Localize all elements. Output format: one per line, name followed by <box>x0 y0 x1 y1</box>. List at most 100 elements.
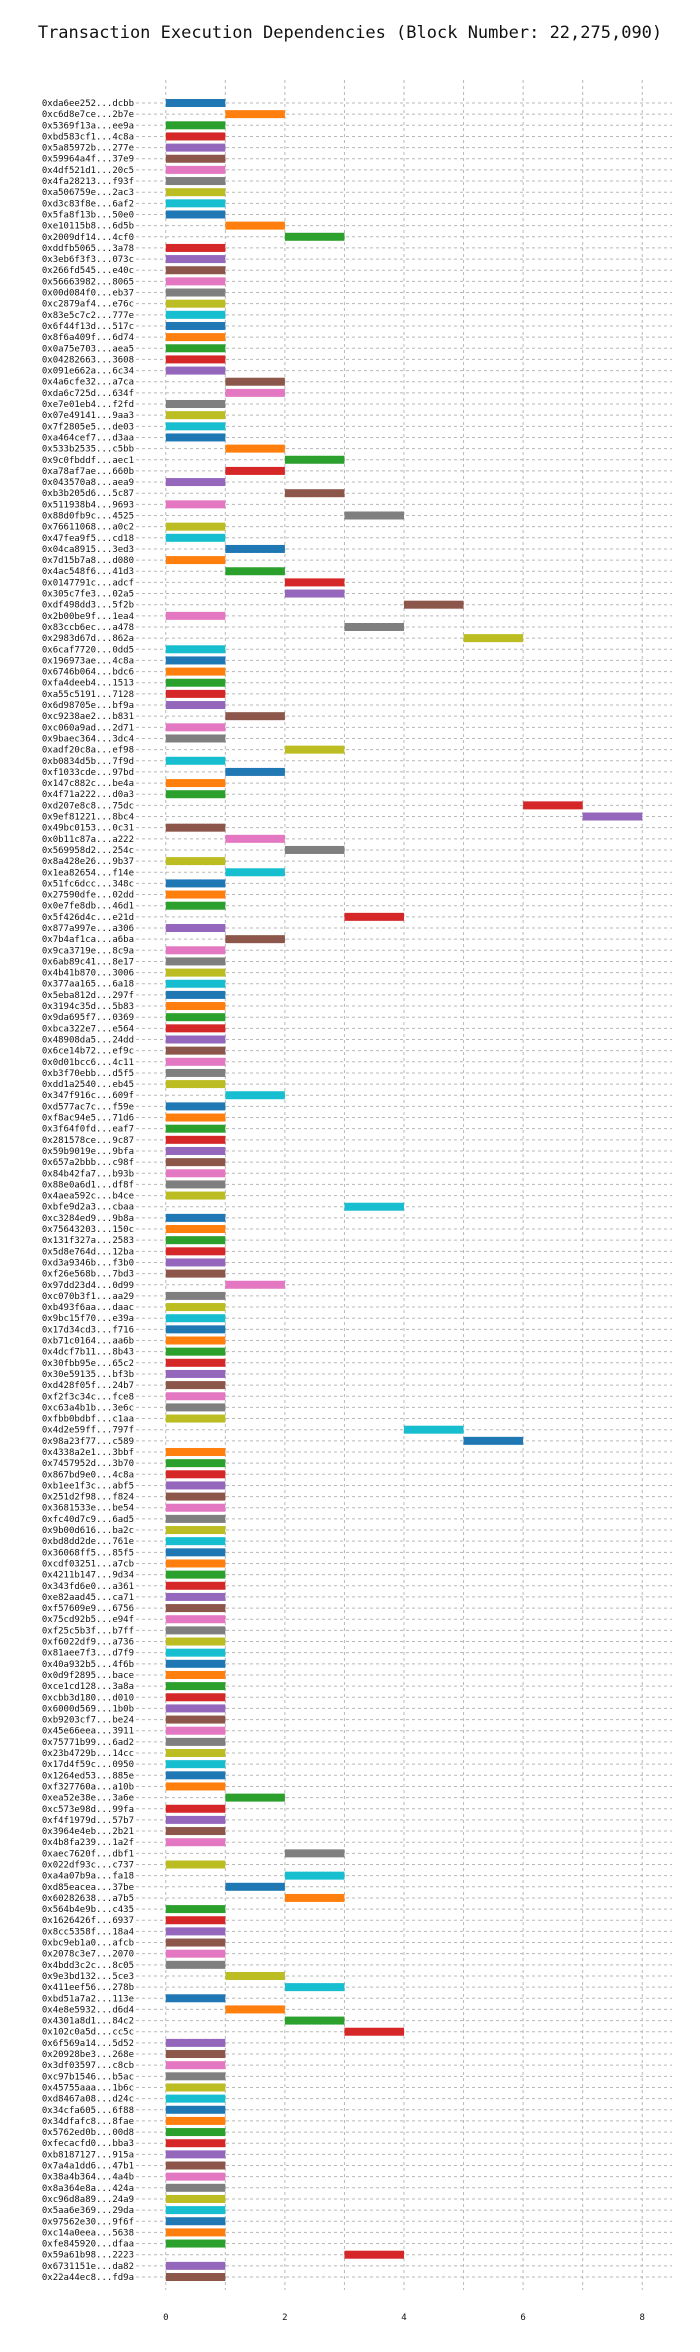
transaction-bar <box>225 388 285 397</box>
y-tick-label: 0x17d4f59c...0950 <box>42 1760 134 1770</box>
y-tick-label: 0x6746b064...bdc6 <box>42 668 134 678</box>
transaction-bar <box>463 634 524 643</box>
y-tick-label: 0x04282663...3608 <box>42 355 134 365</box>
y-tick-label: 0x76611068...a0c2 <box>42 523 134 533</box>
transaction-bar <box>165 400 226 409</box>
transaction-bar <box>344 511 404 520</box>
y-tick-label: 0x7d15b7a8...d080 <box>42 556 134 566</box>
y-tick-label: 0x56663982...8065 <box>42 277 134 287</box>
y-tick-label: 0x17d34cd3...f716 <box>42 1325 134 1335</box>
transaction-bar <box>225 834 285 843</box>
transaction-bar <box>165 1080 226 1089</box>
transaction-bar <box>165 288 226 297</box>
y-tick-label: 0x34cfa605...6f88 <box>42 2106 134 2116</box>
transaction-bar <box>165 1827 226 1836</box>
transaction-bar <box>165 2072 226 2081</box>
y-tick-label: 0x2078c3e7...2070 <box>42 1950 134 1960</box>
y-tick-label: 0xcbb3d180...d010 <box>42 1693 134 1703</box>
transaction-bar <box>225 377 285 386</box>
transaction-bar <box>165 199 226 208</box>
transaction-bar <box>165 188 226 197</box>
y-tick-label: 0xbca322e7...e564 <box>42 1024 134 1034</box>
transaction-bar <box>225 466 285 475</box>
transaction-bar <box>165 2061 226 2070</box>
y-tick-label: 0x45755aaa...1b6c <box>42 2083 134 2093</box>
transaction-bar <box>523 801 583 810</box>
y-tick-label: 0xbd51a7a2...113e <box>42 1994 134 2004</box>
transaction-bar <box>284 1893 345 1902</box>
y-tick-label: 0x4df521d1...20c5 <box>42 166 134 176</box>
transaction-bar <box>165 1369 226 1378</box>
transaction-bar <box>404 600 464 609</box>
y-tick-label: 0xb3b205d6...5c87 <box>42 489 134 499</box>
transaction-bar <box>165 701 226 710</box>
transaction-bar <box>225 712 285 721</box>
y-tick-label: 0xea52e38e...3a6e <box>42 1794 134 1804</box>
y-tick-label: 0x1626426f...6937 <box>42 1916 134 1926</box>
y-tick-label: 0x6731151e...da82 <box>42 2262 134 2272</box>
transaction-bar <box>284 455 345 464</box>
y-tick-label: 0x9b00d616...ba2c <box>42 1526 134 1536</box>
transaction-bar <box>165 1927 226 1936</box>
transaction-bar <box>284 232 345 241</box>
y-tick-label: 0xd428f05f...24b7 <box>42 1381 134 1391</box>
y-tick-label: 0x657a2bbb...c98f <box>42 1158 134 1168</box>
transaction-bar <box>165 1715 226 1724</box>
y-tick-label: 0x511938b4...9693 <box>42 500 134 510</box>
y-tick-label: 0xbd8dd2de...761e <box>42 1537 134 1547</box>
y-tick-label: 0x0d9f2895...bace <box>42 1671 134 1681</box>
y-tick-label: 0xd577ac7c...f59e <box>42 1102 134 1112</box>
transaction-bar <box>225 1793 285 1802</box>
y-tick-label: 0xadf20c8a...ef98 <box>42 746 134 756</box>
y-tick-label: 0xfe845920...dfaa <box>42 2240 134 2250</box>
y-tick-label: 0x5aa6e369...29da <box>42 2206 134 2216</box>
y-tick-label: 0x5d8e764d...12ba <box>42 1247 134 1257</box>
y-tick-label: 0x091e662a...6c34 <box>42 367 134 377</box>
transaction-bar <box>225 767 285 776</box>
y-axis-labels: 0xda6ee252...dcbb0xc6d8e7ce...2b7e0x5369… <box>42 99 134 2283</box>
y-tick-label: 0x81aee7f3...d7f9 <box>42 1649 134 1659</box>
y-tick-label: 0x5762ed0b...00d8 <box>42 2128 134 2138</box>
y-tick-label: 0xf8ac94e5...71d6 <box>42 1114 134 1124</box>
transaction-bar <box>284 578 345 587</box>
transaction-bar <box>165 1481 226 1490</box>
y-tick-label: 0x377aa165...6a18 <box>42 980 134 990</box>
transaction-bar <box>165 1169 226 1178</box>
transaction-bar <box>165 1648 226 1657</box>
y-tick-label: 0xc070b3f1...aa29 <box>42 1292 134 1302</box>
transaction-bar <box>165 266 226 275</box>
y-tick-label: 0x4ac548f6...41d3 <box>42 567 134 577</box>
transaction-bar <box>165 500 226 509</box>
y-tick-label: 0x88e0a6d1...df8f <box>42 1180 134 1190</box>
y-tick-label: 0x4e8e5932...d6d4 <box>42 2005 134 2015</box>
transaction-bar <box>225 110 285 119</box>
y-tick-label: 0x84b42fa7...b93b <box>42 1169 134 1179</box>
y-tick-label: 0x5eba812d...297f <box>42 991 134 1001</box>
y-tick-label: 0x38a4b364...4a4b <box>42 2173 134 2183</box>
transaction-bar <box>165 1269 226 1278</box>
x-tick-label: 6 <box>520 2313 525 2323</box>
y-tick-label: 0x4b8fa239...1a2f <box>42 1838 134 1848</box>
transaction-bar <box>165 1314 226 1323</box>
y-tick-label: 0x7457952d...3b70 <box>42 1459 134 1469</box>
y-tick-label: 0xa4a07b9a...fa18 <box>42 1872 134 1882</box>
y-tick-label: 0x9c0fbddf...aec1 <box>42 456 134 466</box>
transaction-bar <box>165 1146 226 1155</box>
y-tick-label: 0x34dfafc8...8fae <box>42 2117 134 2127</box>
y-tick-label: 0xd8467a08...d24c <box>42 2095 134 2105</box>
y-tick-label: 0x40a932b5...4f6b <box>42 1660 134 1670</box>
y-tick-label: 0xc060a9ad...2d71 <box>42 723 134 733</box>
transaction-bar <box>165 1381 226 1390</box>
y-tick-label: 0x6caf7720...0dd5 <box>42 645 134 655</box>
y-tick-label: 0x7f2805e5...de03 <box>42 422 134 432</box>
y-tick-label: 0x4fa28213...f93f <box>42 177 134 187</box>
transaction-bar <box>165 1470 226 1479</box>
transaction-bar <box>165 1514 226 1523</box>
y-tick-label: 0x45e66eea...3911 <box>42 1727 134 1737</box>
transaction-bar <box>165 1682 226 1691</box>
transaction-bar <box>165 522 226 531</box>
transaction-bar <box>284 489 345 498</box>
transaction-bar <box>165 1046 226 1055</box>
transaction-bar <box>165 1860 226 1869</box>
transaction-bar <box>165 1704 226 1713</box>
